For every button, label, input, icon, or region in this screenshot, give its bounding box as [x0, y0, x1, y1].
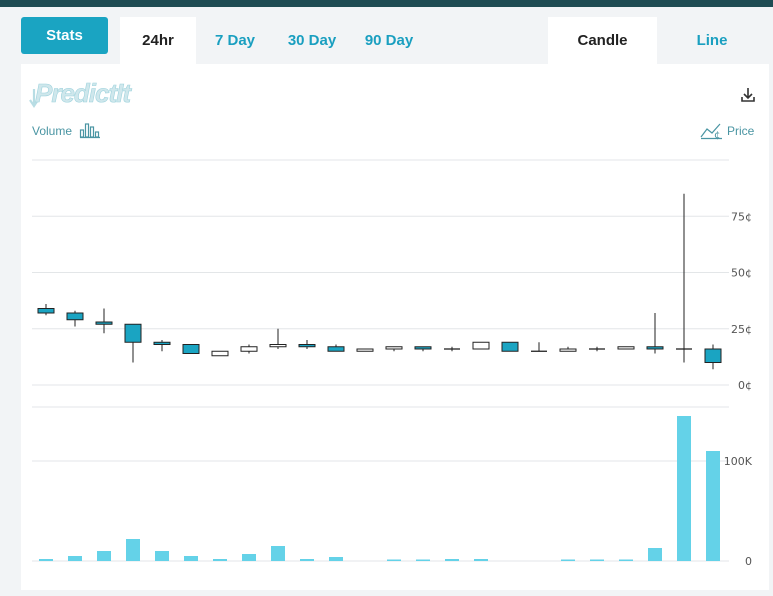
price-tick-label: 75¢ [731, 210, 752, 223]
candle-body [472, 341, 490, 350]
volume-bar [561, 559, 575, 561]
tab-90-day[interactable]: 90 Day [364, 32, 414, 49]
candle-body [501, 341, 519, 352]
candle-body [617, 346, 635, 350]
candlestick [501, 341, 519, 352]
candle-body [704, 348, 722, 363]
candle-body [211, 350, 229, 357]
candlesticks [37, 193, 722, 370]
price-label: Price [727, 124, 755, 138]
volume-bar [677, 416, 691, 561]
candle-body [95, 321, 113, 325]
candle-body [385, 346, 403, 350]
candlestick [298, 340, 316, 349]
volume-bar [445, 559, 459, 561]
volume-bars [39, 416, 720, 561]
volume-tick-label: 100K [724, 455, 753, 468]
candlestick [124, 323, 142, 363]
chart-panel: PredictIt Volume ¢ P [21, 64, 769, 590]
candlestick [182, 344, 200, 354]
candle-body [124, 323, 142, 343]
candlestick [414, 346, 432, 352]
price-tick-label: 50¢ [731, 267, 752, 280]
tab-30-day[interactable]: 30 Day [287, 32, 337, 49]
volume-bar [416, 559, 430, 561]
candlestick [531, 342, 547, 352]
candle-body [414, 346, 432, 350]
candle-body [559, 348, 577, 352]
candle-body [66, 312, 84, 321]
candlestick [153, 340, 171, 352]
volume-bar [271, 546, 285, 561]
volume-bar [97, 551, 111, 561]
candlestick [704, 344, 722, 370]
candlestick [385, 346, 403, 352]
volume-label: Volume [32, 124, 72, 138]
candlestick [676, 193, 692, 363]
candle-body [153, 341, 171, 345]
candlestick [589, 346, 605, 352]
candle-body [269, 344, 287, 348]
volume-bar [126, 539, 140, 561]
candlestick [211, 350, 229, 357]
volume-bar [155, 551, 169, 561]
volume-bar [590, 559, 604, 561]
candlestick [95, 308, 113, 334]
candle-body [356, 348, 374, 352]
candlestick [66, 310, 84, 327]
svg-text:¢: ¢ [714, 130, 720, 141]
candle-body [327, 346, 345, 352]
candlestick [37, 304, 55, 316]
download-icon[interactable] [741, 86, 758, 104]
candle-body [182, 344, 200, 354]
grid-lines [32, 159, 729, 562]
predictit-logo: PredictIt [29, 78, 134, 108]
tab-24hr[interactable]: 24hr [120, 17, 196, 64]
volume-bar [329, 557, 343, 561]
tab-line[interactable]: Line [696, 32, 728, 49]
candlestick [559, 346, 577, 352]
logo-text: PredictIt [35, 78, 132, 108]
volume-bar [68, 556, 82, 561]
price-tick-label: 25¢ [731, 323, 752, 336]
volume-bar [706, 451, 720, 561]
candlestick [269, 328, 287, 349]
tab-candle[interactable]: Candle [548, 17, 657, 64]
volume-bar [474, 559, 488, 561]
candle-body [240, 346, 258, 352]
candlestick [617, 346, 635, 350]
candlestick [327, 344, 345, 352]
volume-bar [184, 556, 198, 561]
candle-body [37, 308, 55, 314]
candlestick [444, 346, 460, 352]
volume-bar [39, 559, 53, 561]
tab-7-day[interactable]: 7 Day [214, 32, 256, 49]
bar-chart-icon [79, 123, 100, 139]
volume-bar [387, 559, 401, 561]
candlestick [646, 313, 664, 354]
volume-toggle[interactable]: Volume [32, 123, 100, 139]
volume-bar [619, 559, 633, 561]
volume-bar [300, 559, 314, 561]
candlestick [472, 341, 490, 350]
candlestick [240, 344, 258, 354]
price-tick-label: 0¢ [738, 379, 752, 392]
top-header-bar [0, 0, 773, 7]
axis-tick-labels: 0¢ 25¢ 50¢ 75¢ 0 100K [724, 210, 753, 568]
volume-tick-label: 0 [745, 555, 752, 568]
candlestick [356, 348, 374, 352]
volume-bar [213, 559, 227, 561]
price-toggle[interactable]: ¢ Price [700, 123, 755, 141]
candle-body [298, 344, 316, 348]
line-chart-icon: ¢ [700, 123, 722, 141]
stats-button[interactable]: Stats [21, 17, 108, 54]
price-volume-chart: PredictIt Volume ¢ P [29, 78, 758, 568]
candle-body [646, 346, 664, 350]
volume-bar [242, 554, 256, 561]
volume-bar [648, 548, 662, 561]
